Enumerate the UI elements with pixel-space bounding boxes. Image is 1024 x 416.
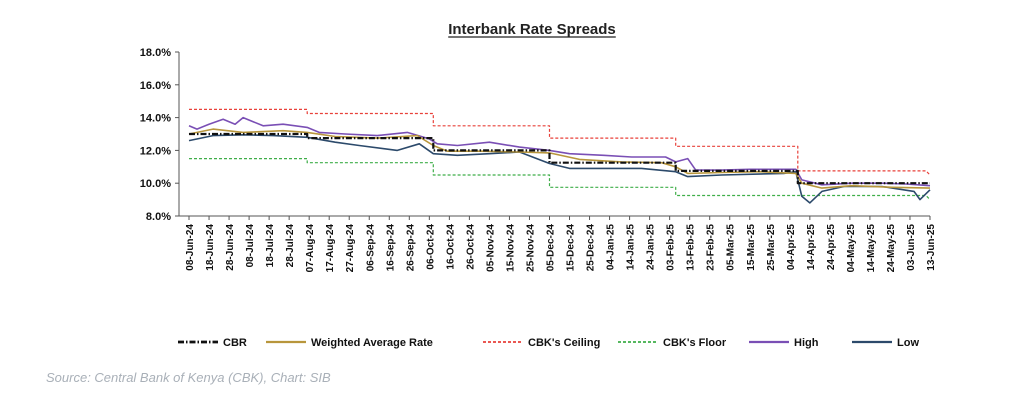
x-tick-label: 08-Jun-24 <box>185 224 196 271</box>
legend-label-cbk-s-ceiling: CBK's Ceiling <box>528 337 600 349</box>
y-tick-label: 8.0% <box>146 211 171 223</box>
series-line-low <box>188 134 931 204</box>
x-tick-label: 07-Aug-24 <box>305 224 316 273</box>
chart-title: Interbank Rate Spreads <box>448 21 616 38</box>
x-tick-label: 04-Jan-25 <box>606 224 617 271</box>
x-tick-label: 26-Oct-24 <box>465 224 476 270</box>
x-tick-label: 24-Jan-25 <box>646 224 657 271</box>
x-tick-label: 03-Feb-25 <box>666 224 677 271</box>
legend-label-cbk-s-floor: CBK's Floor <box>663 337 727 349</box>
legend: CBR Weighted Average Rate CBK's Ceiling CBK… <box>178 337 919 349</box>
x-tick-label: 15-Mar-25 <box>746 224 757 271</box>
x-tick-label: 14-May-25 <box>866 224 877 273</box>
series-line-cbr <box>189 132 930 185</box>
x-axis-ticks: 08-Jun-24 18-Jun-24 28-Jun-24 08-Jul-24 18-J… <box>185 216 937 272</box>
legend-label-high: High <box>794 337 819 349</box>
x-tick-label: 25-Nov-24 <box>525 224 536 272</box>
x-tick-label: 16-Oct-24 <box>445 224 456 270</box>
y-tick-label: 12.0% <box>140 145 171 157</box>
legend-label-weighted-average-rate: Weighted Average Rate <box>311 337 433 349</box>
legend-label-cbr: CBR <box>223 337 247 349</box>
x-tick-label: 13-Jun-25 <box>926 224 937 271</box>
y-axis-ticks: 18.0% 16.0% 14.0% 12.0% 10.0% 8.0% <box>140 47 179 223</box>
y-tick-label: 16.0% <box>140 80 171 92</box>
x-tick-label: 05-Mar-25 <box>726 224 737 271</box>
series-line-weighted-average-rate <box>188 128 931 189</box>
x-tick-label: 13-Feb-25 <box>686 224 697 271</box>
series-line-high <box>188 116 931 187</box>
series-line-cbk-s-floor <box>189 158 931 201</box>
x-tick-label: 24-Apr-25 <box>826 224 837 271</box>
x-tick-label: 18-Jul-24 <box>265 224 276 268</box>
x-tick-label: 28-Jul-24 <box>285 224 296 268</box>
x-tick-label: 04-Apr-25 <box>786 224 797 271</box>
y-tick-label: 18.0% <box>140 47 171 59</box>
x-tick-label: 27-Aug-24 <box>345 224 356 273</box>
x-tick-label: 15-Dec-24 <box>566 224 577 272</box>
x-tick-label: 16-Sep-24 <box>385 224 396 272</box>
x-tick-label: 08-Jul-24 <box>245 224 256 268</box>
x-tick-label: 28-Jun-24 <box>225 224 236 271</box>
series-group <box>188 108 931 204</box>
x-tick-label: 18-Jun-24 <box>205 224 216 271</box>
x-tick-label: 04-May-25 <box>846 224 857 273</box>
x-tick-label: 24-May-25 <box>886 224 897 273</box>
x-tick-label: 03-Jun-25 <box>906 224 917 271</box>
y-tick-label: 14.0% <box>140 113 171 125</box>
x-tick-label: 15-Nov-24 <box>505 224 516 272</box>
axes <box>178 52 930 217</box>
x-tick-label: 25-Dec-24 <box>586 224 597 272</box>
x-tick-label: 05-Nov-24 <box>485 224 496 272</box>
x-tick-label: 06-Sep-24 <box>365 224 376 272</box>
x-tick-label: 14-Apr-25 <box>806 224 817 271</box>
x-tick-label: 25-Mar-25 <box>766 224 777 271</box>
source-note: Source: Central Bank of Kenya (CBK), Cha… <box>46 370 331 385</box>
x-tick-label: 17-Aug-24 <box>325 224 336 273</box>
x-tick-label: 14-Jan-25 <box>626 224 637 271</box>
y-tick-label: 10.0% <box>140 178 171 190</box>
legend-label-low: Low <box>897 337 919 349</box>
x-tick-label: 23-Feb-25 <box>706 224 717 271</box>
x-tick-label: 05-Dec-24 <box>545 224 556 272</box>
x-tick-label: 26-Sep-24 <box>405 224 416 272</box>
x-tick-label: 06-Oct-24 <box>425 224 436 270</box>
